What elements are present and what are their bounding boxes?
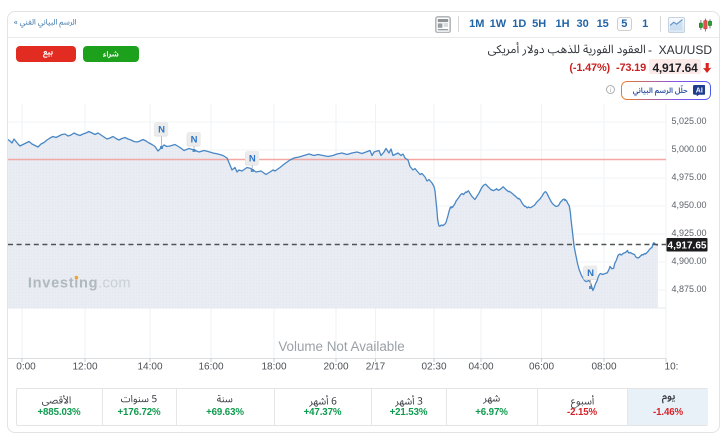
svg-text:AI: AI (696, 87, 703, 94)
svg-text:18:00: 18:00 (261, 362, 286, 373)
svg-text:16:00: 16:00 (198, 362, 223, 373)
svg-text:Investıng.com: Investıng.com (28, 275, 131, 291)
svg-text:4,875.00: 4,875.00 (672, 284, 707, 294)
svg-text:10:: 10: (665, 362, 679, 373)
svg-text:14:00: 14:00 (137, 362, 162, 373)
svg-text:4,900.00: 4,900.00 (672, 256, 707, 266)
svg-text:Volume Not Available: Volume Not Available (278, 339, 404, 354)
svg-text:08:00: 08:00 (591, 362, 616, 373)
svg-text:N: N (158, 125, 165, 136)
svg-text:20:00: 20:00 (323, 362, 348, 373)
svg-text:5,000.00: 5,000.00 (672, 144, 707, 154)
svg-text:2/17: 2/17 (366, 362, 386, 373)
svg-text:06:00: 06:00 (529, 362, 554, 373)
svg-text:04:00: 04:00 (468, 362, 493, 373)
svg-text:N: N (191, 135, 198, 146)
svg-text:4,917.65: 4,917.65 (668, 240, 707, 251)
svg-text:4,975.00: 4,975.00 (672, 172, 707, 182)
svg-text:N: N (249, 154, 256, 165)
svg-text:0:00: 0:00 (16, 362, 36, 373)
svg-text:4,925.00: 4,925.00 (672, 228, 707, 238)
svg-text:12:00: 12:00 (72, 362, 97, 373)
svg-text:02:30: 02:30 (421, 362, 446, 373)
svg-text:4,950.00: 4,950.00 (672, 200, 707, 210)
svg-text:5,025.00: 5,025.00 (672, 116, 707, 126)
svg-text:N: N (587, 268, 594, 279)
